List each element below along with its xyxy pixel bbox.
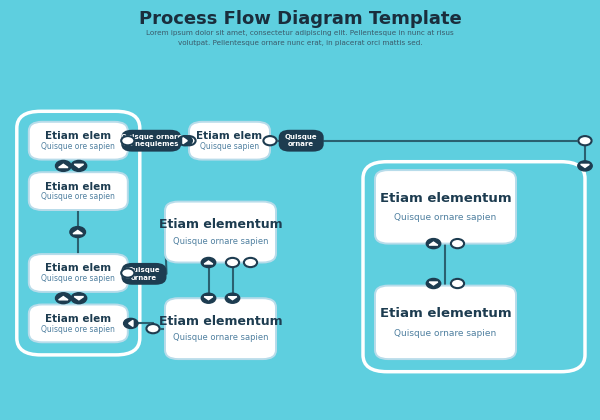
Text: Etiam elementum: Etiam elementum: [158, 315, 283, 328]
FancyBboxPatch shape: [17, 111, 140, 355]
Circle shape: [226, 258, 239, 267]
Circle shape: [121, 136, 134, 145]
Circle shape: [202, 257, 216, 268]
FancyBboxPatch shape: [29, 172, 128, 210]
Circle shape: [244, 258, 257, 267]
Circle shape: [202, 293, 216, 303]
Text: Quisque
ornare: Quisque ornare: [128, 267, 160, 281]
Polygon shape: [128, 320, 133, 326]
Circle shape: [578, 161, 592, 171]
Text: Quisque ornare sapien: Quisque ornare sapien: [394, 329, 497, 338]
FancyBboxPatch shape: [375, 286, 516, 359]
Polygon shape: [74, 297, 83, 300]
Circle shape: [426, 278, 440, 289]
Text: Etiam elem: Etiam elem: [45, 131, 112, 141]
Circle shape: [182, 136, 196, 145]
Circle shape: [426, 239, 440, 249]
Text: Etiam elementum: Etiam elementum: [380, 192, 511, 205]
FancyBboxPatch shape: [278, 130, 324, 152]
Polygon shape: [581, 164, 589, 168]
Circle shape: [71, 160, 87, 171]
Text: Quisque
ornare: Quisque ornare: [285, 134, 317, 147]
FancyBboxPatch shape: [375, 170, 516, 244]
Text: Etiam elementum: Etiam elementum: [380, 307, 511, 320]
Polygon shape: [183, 138, 187, 144]
Circle shape: [56, 160, 71, 171]
Text: Quisque ornare sapien: Quisque ornare sapien: [394, 213, 497, 222]
Circle shape: [578, 136, 592, 145]
Text: Quisque ornare
ut nequiemes: Quisque ornare ut nequiemes: [121, 134, 182, 147]
Text: Etiam elem: Etiam elem: [45, 263, 112, 273]
Polygon shape: [59, 164, 68, 168]
FancyBboxPatch shape: [165, 202, 276, 262]
Text: Lorem ipsum dolor sit amet, consectetur adipiscing elit. Pellentesque in nunc at: Lorem ipsum dolor sit amet, consectetur …: [146, 30, 454, 46]
Circle shape: [71, 293, 87, 304]
Polygon shape: [74, 164, 83, 168]
Text: Etiam elem: Etiam elem: [45, 181, 112, 192]
Circle shape: [146, 324, 160, 333]
Text: Etiam elem: Etiam elem: [45, 314, 112, 324]
Circle shape: [178, 136, 192, 146]
FancyBboxPatch shape: [121, 263, 166, 285]
Circle shape: [124, 318, 138, 328]
Polygon shape: [204, 297, 213, 300]
Text: Etiam elementum: Etiam elementum: [158, 218, 283, 231]
Circle shape: [263, 136, 277, 145]
Polygon shape: [429, 282, 438, 285]
FancyBboxPatch shape: [121, 130, 181, 152]
Circle shape: [451, 239, 464, 248]
FancyBboxPatch shape: [29, 304, 128, 342]
Polygon shape: [228, 297, 237, 300]
Polygon shape: [204, 261, 213, 264]
Polygon shape: [59, 297, 68, 300]
Circle shape: [451, 279, 464, 288]
Circle shape: [70, 226, 86, 237]
Text: Quisque ornare sapien: Quisque ornare sapien: [173, 333, 268, 342]
Circle shape: [121, 268, 134, 278]
Text: Quisque ore sapien: Quisque ore sapien: [41, 274, 115, 283]
Circle shape: [226, 293, 240, 303]
Circle shape: [56, 293, 71, 304]
Text: Process Flow Diagram Template: Process Flow Diagram Template: [139, 10, 461, 29]
Text: Quisque ore sapien: Quisque ore sapien: [41, 325, 115, 333]
FancyBboxPatch shape: [29, 122, 128, 160]
FancyBboxPatch shape: [189, 122, 270, 160]
FancyBboxPatch shape: [165, 298, 276, 359]
Text: Quisque ornare sapien: Quisque ornare sapien: [173, 237, 268, 246]
Text: Quisque ore sapien: Quisque ore sapien: [41, 192, 115, 201]
Polygon shape: [73, 231, 82, 234]
Polygon shape: [429, 242, 438, 245]
FancyBboxPatch shape: [363, 162, 585, 372]
FancyBboxPatch shape: [29, 254, 128, 292]
Text: Quisque sapien: Quisque sapien: [200, 142, 259, 151]
Text: Etiam elem: Etiam elem: [196, 131, 263, 141]
Text: Quisque ore sapien: Quisque ore sapien: [41, 142, 115, 151]
